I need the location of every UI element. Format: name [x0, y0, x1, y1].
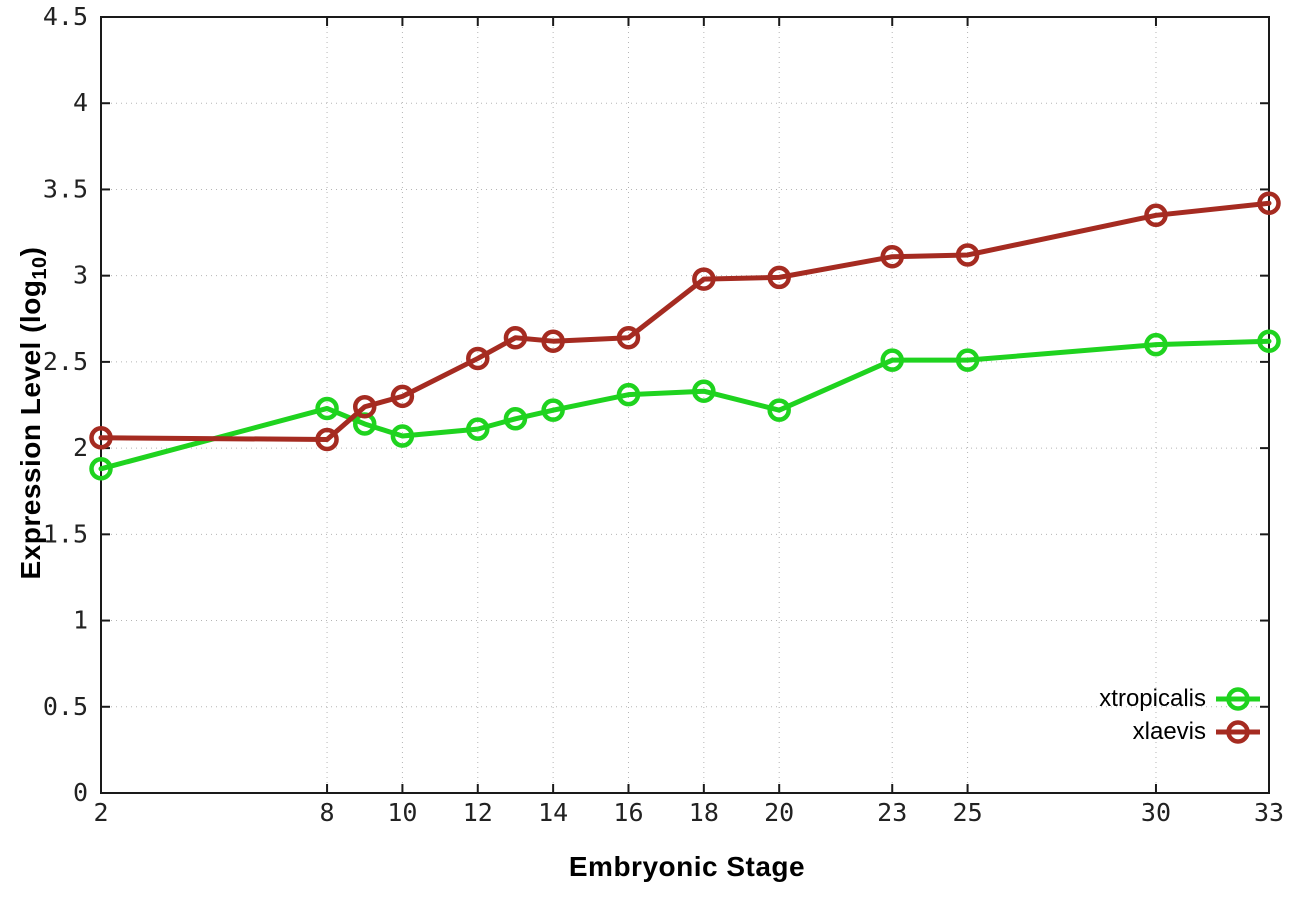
legend-point-sample — [1226, 686, 1250, 711]
point-xlaevis-25 — [955, 243, 980, 267]
point-xlaevis-2 — [89, 426, 113, 450]
point-xlaevis-23 — [880, 244, 904, 269]
y-tick-label-2: 2 — [73, 433, 88, 462]
x-tick-label-18: 18 — [689, 798, 719, 827]
x-tick-label-8: 8 — [320, 798, 335, 827]
x-tick-label-12: 12 — [463, 798, 493, 827]
point-xtropicalis-23 — [880, 348, 904, 372]
y-tick-label-4.5: 4.5 — [43, 2, 88, 31]
x-tick-label-33: 33 — [1254, 798, 1284, 827]
point-xlaevis-16 — [616, 325, 641, 350]
point-xlaevis-30 — [1144, 203, 1168, 228]
point-xtropicalis-13 — [503, 407, 528, 431]
point-xtropicalis-20 — [767, 398, 791, 422]
point-xtropicalis-16 — [616, 382, 641, 407]
point-xtropicalis-2 — [89, 457, 113, 481]
y-tick-label-4: 4 — [73, 88, 88, 117]
plot-border — [100, 16, 1270, 794]
y-axis-title-subscript: 10 — [29, 256, 51, 280]
point-xlaevis-18 — [692, 267, 716, 291]
y-tick-label-1.5: 1.5 — [43, 519, 88, 548]
x-tick-label-2: 2 — [93, 798, 108, 827]
point-xtropicalis-8 — [315, 396, 339, 421]
point-xlaevis-9 — [352, 394, 377, 419]
y-axis-title: Expression Level (log10) — [15, 203, 51, 623]
point-xtropicalis-25 — [955, 348, 980, 372]
x-tick-label-30: 30 — [1141, 798, 1171, 827]
y-tick-label-2.5: 2.5 — [43, 347, 88, 376]
x-tick-label-20: 20 — [764, 798, 794, 827]
y-axis-title-close: ) — [15, 246, 46, 257]
legend-marker-xtropicalis — [1216, 686, 1260, 711]
point-xlaevis-14 — [541, 329, 565, 353]
point-xtropicalis-12 — [466, 417, 490, 441]
legend-item-xtropicalis: xtropicalis — [1099, 682, 1262, 715]
point-xlaevis-12 — [466, 346, 490, 371]
x-axis-title: Embryonic Stage — [568, 851, 806, 882]
x-tick-label-14: 14 — [538, 798, 568, 827]
series-line-xlaevis — [98, 200, 1272, 442]
legend-label-xlaevis: xlaevis — [1132, 717, 1206, 745]
x-tick-label-10: 10 — [387, 798, 417, 827]
series-line-xtropicalis — [98, 338, 1272, 472]
legend-point-sample — [1226, 719, 1250, 744]
y-tick-label-3: 3 — [73, 261, 88, 290]
legend: xtropicalis xlaevis — [1099, 682, 1262, 748]
y-axis-title-text: Expression Level (log — [15, 279, 46, 580]
point-xlaevis-20 — [767, 265, 791, 290]
point-xlaevis-8 — [315, 427, 339, 452]
x-tick-label-16: 16 — [613, 798, 643, 827]
y-tick-label-1: 1 — [73, 606, 88, 635]
y-tick-label-0: 0 — [73, 778, 88, 807]
point-xtropicalis-18 — [692, 379, 716, 403]
legend-item-xlaevis: xlaevis — [1099, 715, 1262, 748]
x-tick-label-25: 25 — [953, 798, 983, 827]
x-tick-label-23: 23 — [877, 798, 907, 827]
y-tick-label-0.5: 0.5 — [43, 692, 88, 721]
point-xtropicalis-30 — [1144, 332, 1168, 357]
point-xtropicalis-33 — [1257, 329, 1281, 353]
point-xlaevis-33 — [1257, 191, 1281, 215]
point-xlaevis-10 — [390, 384, 415, 409]
point-xtropicalis-14 — [541, 398, 565, 422]
legend-label-xtropicalis: xtropicalis — [1099, 684, 1206, 712]
point-xtropicalis-10 — [390, 424, 415, 448]
legend-marker-xlaevis — [1216, 719, 1260, 744]
y-tick-label-3.5: 3.5 — [43, 174, 88, 203]
point-xlaevis-13 — [503, 325, 528, 350]
